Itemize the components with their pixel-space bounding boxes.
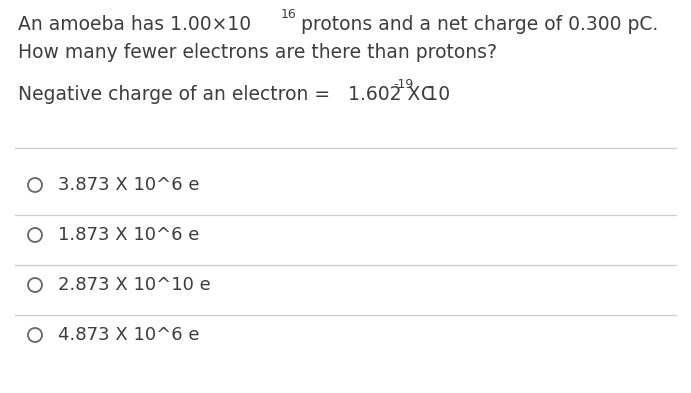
Text: protons and a net charge of 0.300 pC.: protons and a net charge of 0.300 pC. xyxy=(295,15,659,33)
Text: C: C xyxy=(415,84,434,103)
Text: 4.873 X 10^6 e: 4.873 X 10^6 e xyxy=(58,326,200,344)
Text: How many fewer electrons are there than protons?: How many fewer electrons are there than … xyxy=(18,42,497,61)
Text: -19: -19 xyxy=(393,79,413,92)
Text: 3.873 X 10^6 e: 3.873 X 10^6 e xyxy=(58,176,200,194)
Text: An amoeba has 1.00×10: An amoeba has 1.00×10 xyxy=(18,15,251,33)
Text: 2.873 X 10^10 e: 2.873 X 10^10 e xyxy=(58,276,211,294)
Text: 16: 16 xyxy=(281,9,296,22)
Text: 1.873 X 10^6 e: 1.873 X 10^6 e xyxy=(58,226,200,244)
Text: Negative charge of an electron =   1.602 X 10: Negative charge of an electron = 1.602 X… xyxy=(18,84,450,103)
